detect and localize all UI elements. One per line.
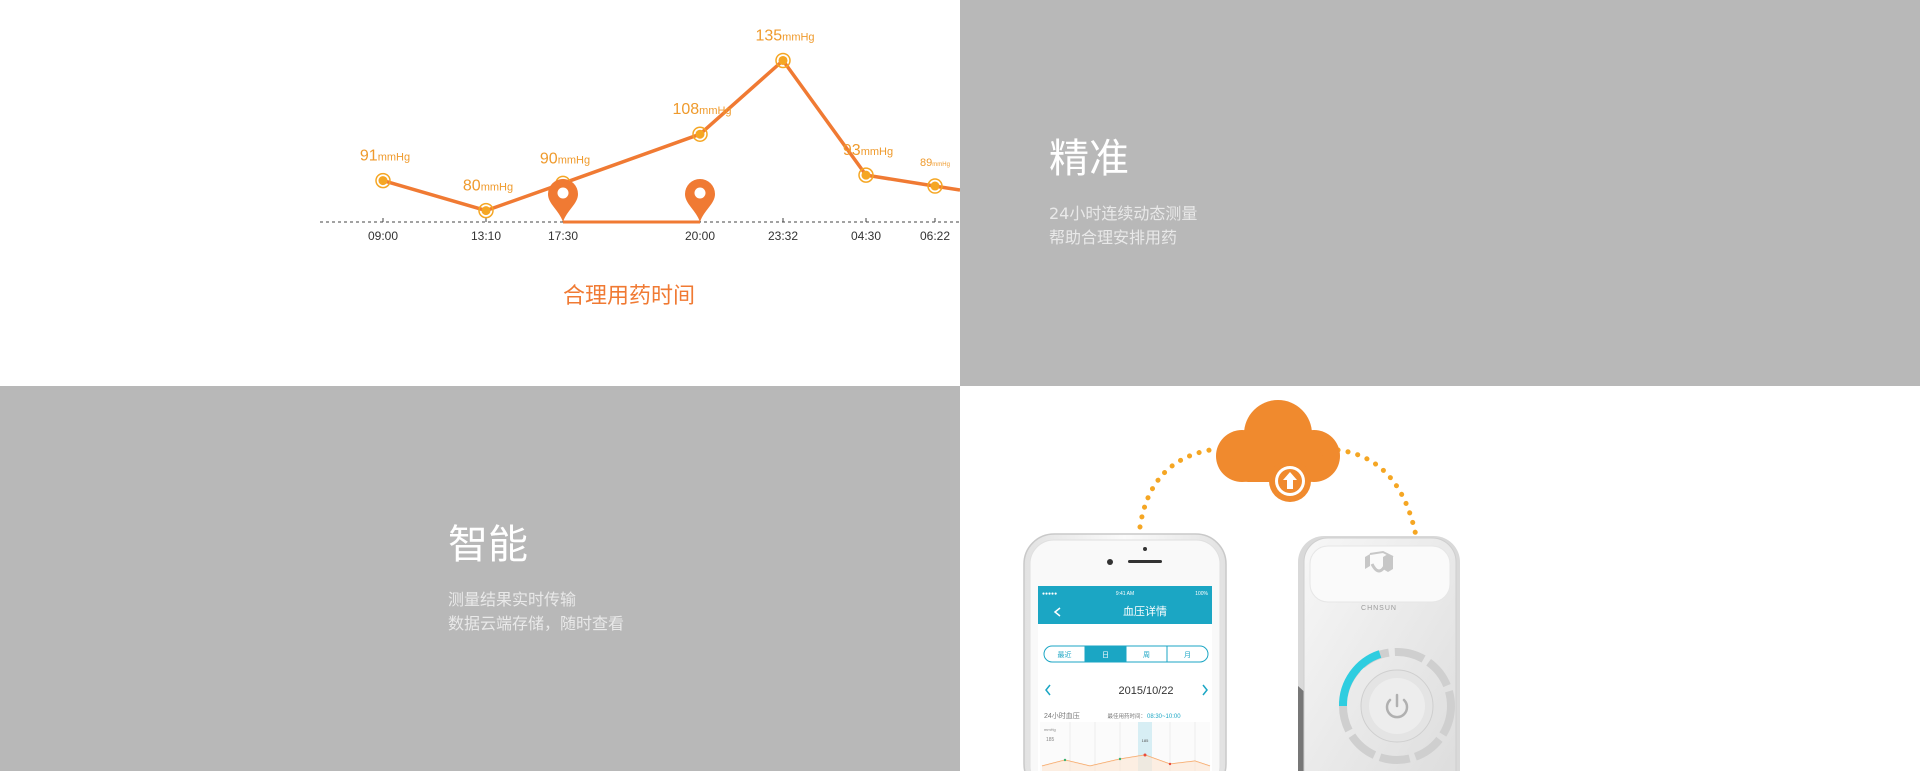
data-value-label: 80mmHg: [463, 178, 513, 195]
x-tick-label: 23:32: [768, 229, 798, 243]
data-unit-label: mmHg: [861, 146, 893, 158]
data-unit-label: mmHg: [558, 154, 590, 166]
next-date-chevron-icon[interactable]: [1202, 684, 1208, 696]
data-value-label: 90mmHg: [540, 150, 590, 167]
prev-date-chevron-icon[interactable]: [1045, 684, 1051, 696]
bp-monitor-device: CHNSUN: [1298, 536, 1460, 771]
section-title: 24小时血压: [1044, 711, 1080, 720]
accuracy-title: 精准: [1049, 136, 1129, 182]
shield-logo-icon: [1365, 550, 1394, 573]
product-illustration-panel: ●●●●● 9:41 AM 100% 血压详情 最近 日 周 月 2015/10…: [960, 386, 1920, 771]
tab-month[interactable]: 月: [1184, 651, 1191, 659]
data-point-ring: [692, 126, 708, 142]
data-point-ring: [775, 52, 791, 69]
data-unit-label: mmHg: [481, 182, 513, 194]
blood-pressure-chart: 09:00 13:10 17:30 20:00 23:32 04:30 06:22 91mmH…: [320, 27, 960, 243]
data-point: [861, 170, 871, 180]
upload-dotted-arcs: [1137, 447, 1419, 539]
blood-pressure-line: [382, 58, 960, 213]
x-tick-label: 20:00: [685, 229, 715, 243]
period-tabs: 最近 日 周 月: [1043, 645, 1209, 663]
smart-line-2: 数据云端存储，随时查看: [448, 614, 625, 633]
device-brand: CHNSUN: [1361, 605, 1397, 612]
x-tick-label: 06:22: [920, 229, 950, 243]
data-point-ring: [858, 167, 874, 183]
smart-title: 智能: [448, 522, 528, 568]
best-time-value: 08:30~10:00: [1147, 714, 1181, 720]
tab-day[interactable]: 日: [1102, 651, 1109, 659]
tab-recent[interactable]: 最近: [1058, 650, 1072, 659]
accuracy-line-1: 24小时连续动态测量: [1049, 204, 1198, 223]
mini-axis-value: 185: [1046, 737, 1055, 743]
x-tick-label: 13:10: [471, 229, 501, 243]
chart-caption: 合理用药时间: [562, 284, 695, 309]
data-point-ring: [478, 202, 494, 219]
medication-pin-icon: [685, 179, 715, 222]
x-tick-label: 09:00: [368, 229, 398, 243]
status-carrier: ●●●●●: [1042, 591, 1057, 597]
data-value-label: 91mmHg: [360, 148, 410, 165]
tab-week[interactable]: 周: [1143, 651, 1150, 659]
medication-timing-panel: 09:00 13:10 17:30 20:00 23:32 04:30 06:22 91mmH…: [0, 0, 960, 386]
data-point: [378, 176, 388, 186]
product-illustration: ●●●●● 9:41 AM 100% 血压详情 最近 日 周 月 2015/10…: [1023, 400, 1460, 771]
status-battery: 100%: [1195, 591, 1208, 597]
cloud-upload-icon: [1216, 400, 1340, 502]
app-header: [1038, 586, 1212, 624]
data-unit-label: mmHg: [378, 152, 410, 164]
smart-description: 测量结果实时传输 数据云端存储，随时查看: [448, 588, 624, 636]
mini-marker-value: 185: [1142, 738, 1149, 743]
x-tick-label: 04:30: [851, 229, 881, 243]
data-value-label: 93mmHg: [843, 142, 893, 159]
status-time: 9:41 AM: [1116, 591, 1134, 597]
data-unit-label: mmHg: [699, 105, 731, 117]
accuracy-line-2: 帮助合理安排用药: [1049, 228, 1178, 247]
screen-title: 血压详情: [1123, 604, 1167, 618]
data-value-label: 89mmHg: [920, 157, 950, 169]
best-time-label: 最佳用药时间：: [1107, 712, 1146, 720]
data-unit-label: mmHg: [932, 162, 950, 168]
x-tick-label: 17:30: [548, 229, 578, 243]
data-point-ring: [927, 178, 943, 194]
mini-bp-chart: mmHg 185 185: [1040, 722, 1211, 771]
data-point: [481, 206, 491, 216]
back-chevron-icon[interactable]: [1053, 607, 1061, 617]
accuracy-panel: 精准 24小时连续动态测量 帮助合理安排用药: [960, 0, 1920, 386]
data-point: [930, 181, 940, 191]
data-value-label: 108mmHg: [672, 101, 731, 118]
smartphone: ●●●●● 9:41 AM 100% 血压详情 最近 日 周 月 2015/10…: [1023, 533, 1227, 771]
data-point-ring: [375, 172, 391, 189]
selected-date: 2015/10/22: [1118, 685, 1173, 697]
power-button-icon[interactable]: [1385, 693, 1409, 719]
smart-panel: 智能 测量结果实时传输 数据云端存储，随时查看: [0, 386, 960, 771]
data-point: [695, 129, 705, 139]
medication-pin-icon: [548, 179, 578, 222]
data-value-label: 135mmHg: [755, 27, 814, 44]
accuracy-description: 24小时连续动态测量 帮助合理安排用药: [1049, 202, 1197, 250]
data-unit-label: mmHg: [782, 31, 814, 43]
smart-line-1: 测量结果实时传输: [448, 590, 577, 609]
data-point: [778, 55, 788, 65]
mini-axis-unit: mmHg: [1044, 727, 1056, 732]
